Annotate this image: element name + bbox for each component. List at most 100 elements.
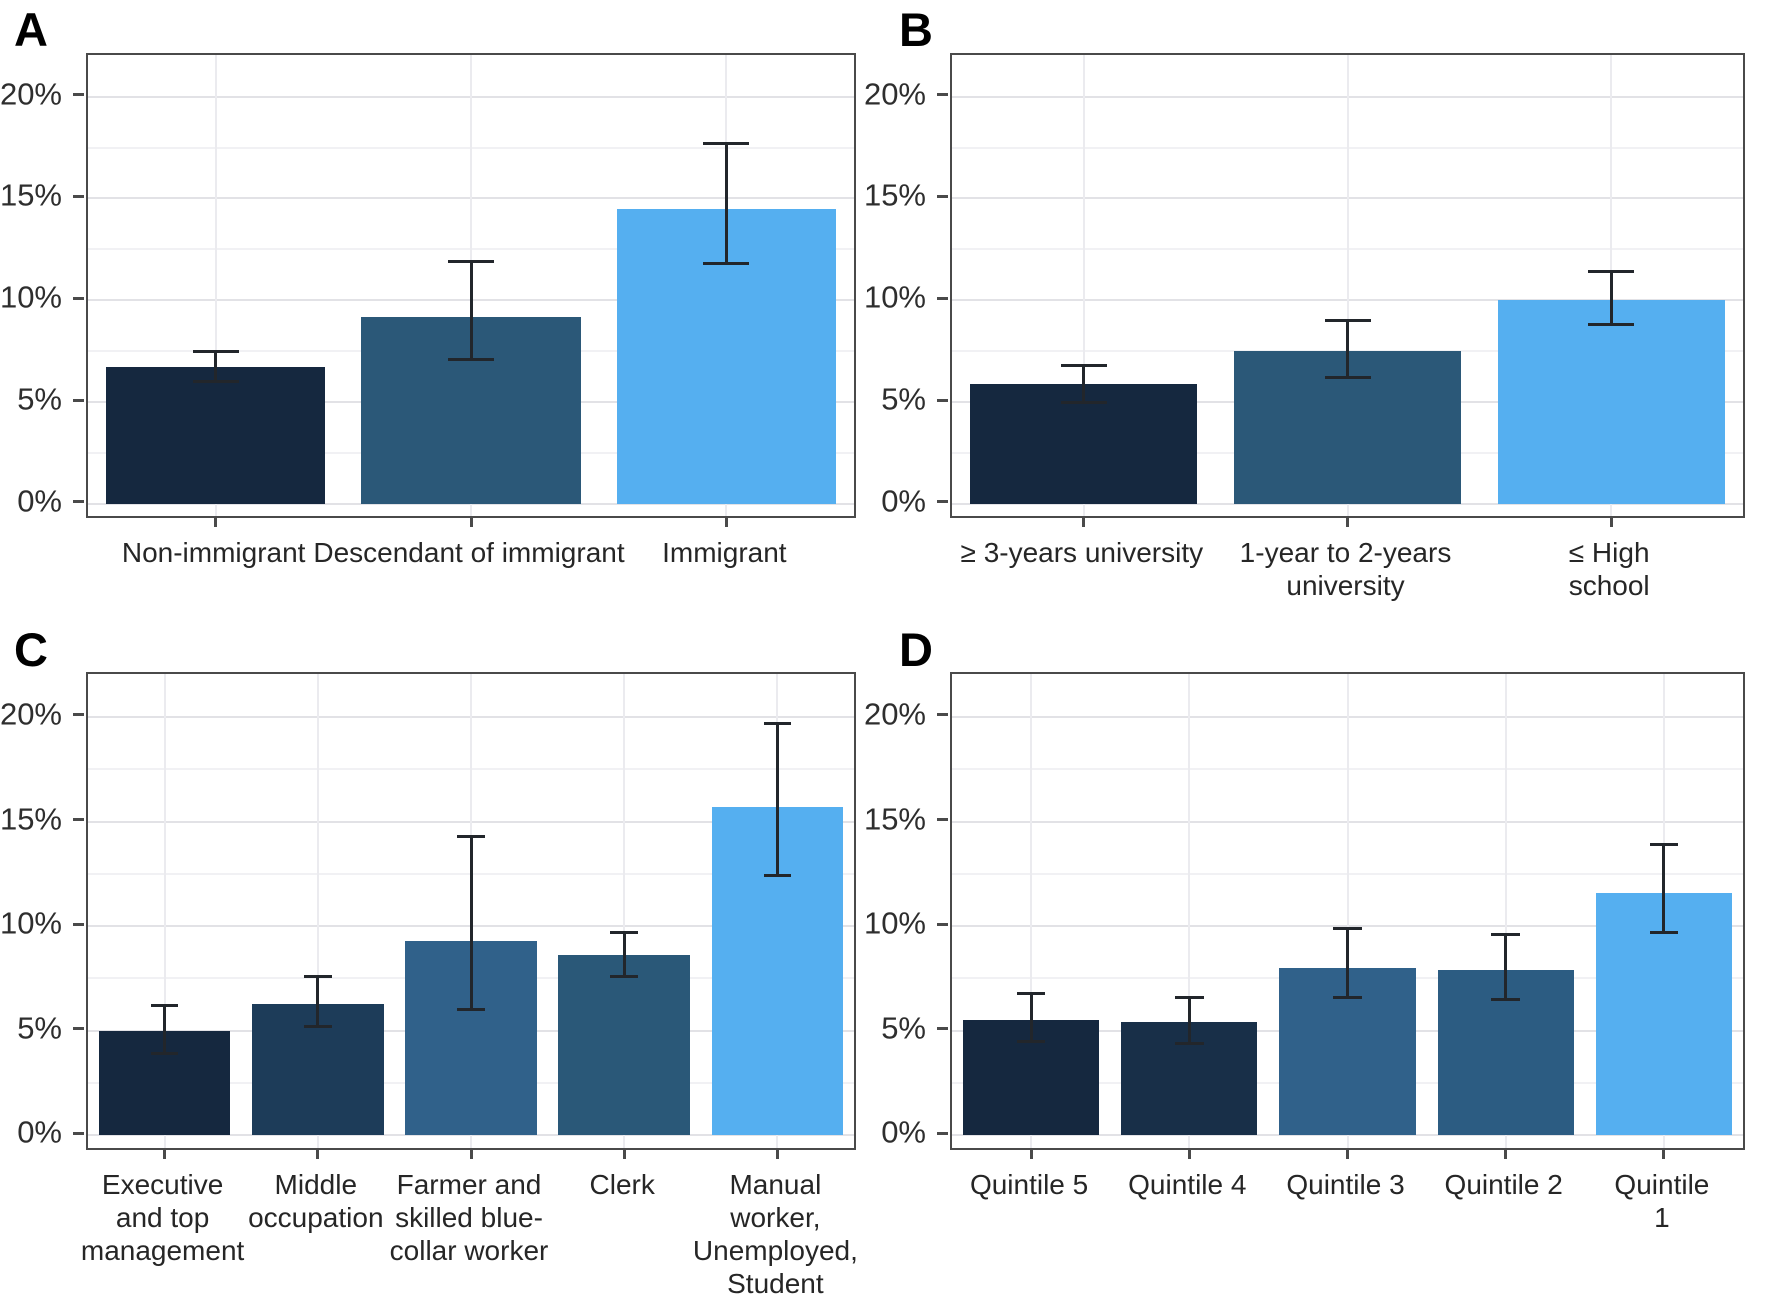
panel-c-x-axis-labels: Executive and top management Middle occup… — [81, 1168, 858, 1299]
error-bar — [775, 723, 779, 876]
y-axis-tick — [73, 713, 84, 717]
vertical-gridline — [1346, 674, 1349, 1148]
x-tick-label: Quintile 3 — [1286, 1169, 1405, 1200]
y-tick-label: 15% — [863, 177, 926, 213]
error-bar-cap-top — [150, 1004, 179, 1008]
y-tick-label: 10% — [863, 905, 926, 941]
y-axis-tick — [73, 922, 84, 926]
error-bar-cap-bottom — [1175, 1041, 1204, 1045]
error-bar-cap-bottom — [763, 874, 792, 878]
x-axis-tick — [316, 1150, 320, 1159]
x-axis-tick — [1346, 1150, 1349, 1159]
error-bar — [316, 976, 320, 1027]
y-axis-tick — [937, 1131, 948, 1135]
error-bar — [1504, 934, 1508, 1000]
x-tick-label: Executive and top management — [80, 1169, 245, 1267]
error-bar-cap-bottom — [1649, 930, 1679, 934]
vertical-gridline — [1082, 55, 1085, 516]
y-tick-label: 20% — [0, 696, 62, 732]
y-axis-tick — [73, 93, 84, 97]
x-axis-tick — [724, 518, 728, 527]
error-bar-cap-top — [1175, 995, 1204, 999]
vertical-gridline — [163, 674, 166, 1148]
y-axis-tick — [73, 194, 84, 198]
x-tick-label: Quintile 2 — [1444, 1169, 1563, 1200]
panel-b-y-axis: 0% 5% 10% 15% 20% — [864, 53, 950, 518]
vertical-gridline — [214, 55, 217, 516]
error-bar-cap-bottom — [1588, 323, 1635, 327]
panel-b-plot-area — [950, 53, 1745, 527]
bar — [1497, 300, 1725, 504]
error-bar-cap-top — [1588, 270, 1635, 274]
y-tick-label: 20% — [863, 696, 926, 732]
x-axis-tick — [1504, 1150, 1508, 1159]
y-tick-label: 0% — [881, 483, 926, 519]
error-bar — [1346, 320, 1349, 378]
y-axis-tick — [73, 1027, 84, 1031]
error-bar-cap-bottom — [457, 1008, 485, 1012]
y-axis-tick — [937, 500, 948, 504]
error-bar-cap-bottom — [1333, 995, 1362, 999]
y-tick-label: 20% — [0, 75, 62, 111]
y-tick-label: 15% — [863, 800, 926, 836]
panel-c-plot-area — [86, 672, 856, 1159]
error-bar-cap-bottom — [1016, 1039, 1046, 1043]
x-axis-tick — [1082, 518, 1086, 527]
x-tick-label: Manual worker, Unemployed, Student — [692, 1169, 858, 1300]
error-bar — [1187, 997, 1191, 1044]
error-bar-cap-top — [703, 142, 750, 146]
x-axis-tick — [1029, 1150, 1033, 1159]
x-tick-label: Clerk — [589, 1169, 655, 1200]
panel-a-x-axis-labels: Non-immigrant Descendant of immigrant Immi… — [86, 536, 856, 656]
x-axis-tick — [1662, 1150, 1666, 1159]
panel-c: C 0% 5% 10% 15% 20% Executive and top manage… — [0, 620, 885, 1299]
error-bar-cap-top — [763, 721, 792, 725]
error-bar-cap-top — [192, 349, 239, 353]
panel-d: D 0% 5% 10% 15% 20% Quintile 5 Quintile 4 Quin… — [864, 620, 1770, 1272]
error-bar-cap-bottom — [304, 1025, 332, 1029]
x-tick-label: Descendant of immigrant — [313, 537, 625, 568]
error-bar-cap-bottom — [703, 262, 750, 266]
y-axis-tick — [73, 1131, 84, 1135]
x-axis-tick — [1346, 518, 1349, 527]
y-axis-tick — [937, 818, 948, 822]
panel-a-y-axis: 0% 5% 10% 15% 20% — [0, 53, 86, 518]
error-bar — [622, 932, 626, 977]
panel-d-label: D — [899, 623, 934, 676]
error-bar-cap-bottom — [1324, 376, 1371, 380]
error-bar-cap-bottom — [610, 974, 638, 978]
panel-c-y-axis: 0% 5% 10% 15% 20% — [0, 672, 86, 1150]
x-tick-label: Immigrant — [662, 537, 787, 568]
error-bar-cap-top — [1324, 319, 1371, 323]
y-tick-label: 5% — [17, 1010, 62, 1046]
four-panel-bar-chart-figure: A 0% 5% 10% 15% 20% Non-immigrant Descendant … — [0, 3, 1770, 1300]
vertical-gridline — [316, 674, 319, 1148]
error-bar-cap-bottom — [448, 357, 494, 361]
error-bar — [163, 1005, 167, 1054]
panel-a-label: A — [14, 3, 49, 56]
bar — [970, 383, 1198, 504]
y-tick-label: 20% — [863, 75, 926, 111]
error-bar — [1662, 844, 1666, 933]
error-bar-cap-top — [457, 834, 485, 838]
error-bar — [214, 351, 218, 382]
error-bar — [469, 261, 473, 360]
x-tick-label: Farmer and skilled blue- collar worker — [389, 1169, 549, 1267]
x-axis-tick — [1609, 518, 1613, 527]
x-tick-label: Middle occupation — [248, 1169, 384, 1234]
error-bar — [1082, 365, 1086, 402]
y-axis-tick — [937, 1027, 948, 1031]
error-bar-cap-top — [304, 974, 332, 978]
y-axis-tick — [73, 296, 84, 300]
error-bar — [469, 836, 473, 1010]
y-axis-tick — [937, 398, 948, 402]
error-bar-cap-top — [1649, 843, 1679, 847]
y-tick-label: 10% — [0, 279, 62, 315]
y-tick-label: 5% — [17, 381, 62, 417]
x-axis-tick — [469, 1150, 473, 1159]
y-tick-label: 10% — [863, 279, 926, 315]
x-axis-tick — [163, 1150, 167, 1159]
y-tick-label: 0% — [17, 483, 62, 519]
y-tick-label: 15% — [0, 177, 62, 213]
y-axis-tick — [73, 818, 84, 822]
